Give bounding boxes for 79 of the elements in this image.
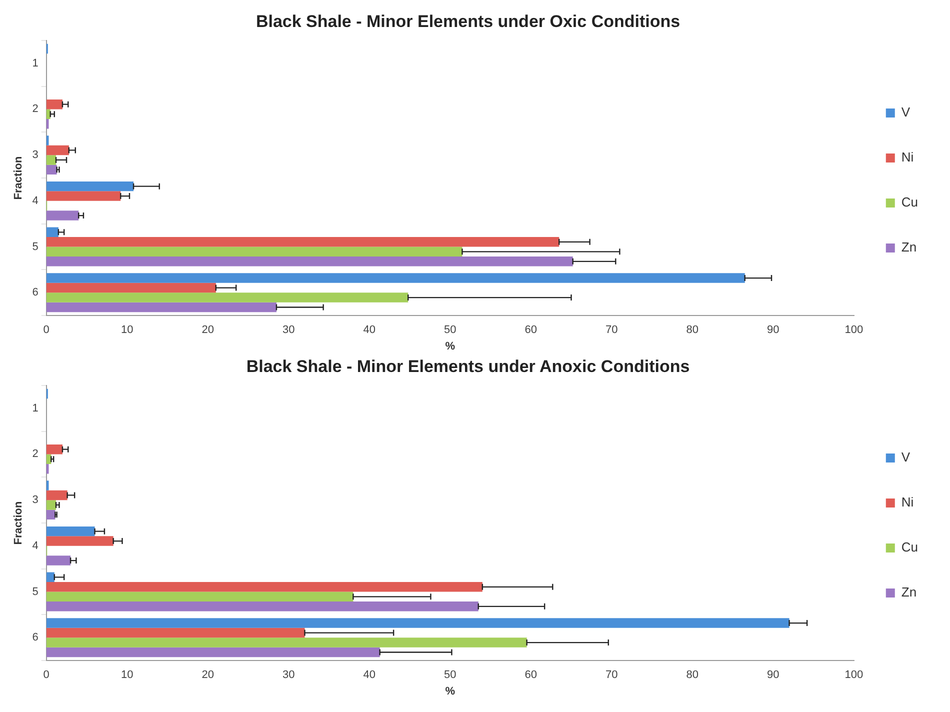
legend-label: Zn	[901, 240, 917, 255]
x-tick-label: 20	[202, 669, 214, 682]
bar	[46, 210, 79, 220]
legend-label: V	[901, 450, 910, 465]
legend-label: Ni	[901, 150, 914, 165]
x-tick-label: 60	[524, 324, 537, 336]
x-tick-label: 10	[120, 324, 134, 336]
bar	[46, 256, 573, 266]
y-tick-label: 6	[32, 632, 38, 644]
x-tick-label: 40	[363, 669, 376, 682]
bar	[46, 246, 462, 257]
bar	[46, 638, 527, 648]
chart-title: Black Shale - Minor Elements under Oxic Conditions	[256, 12, 680, 31]
x-tick-label: 0	[43, 669, 50, 682]
bar	[46, 99, 62, 110]
x-tick-label: 90	[767, 324, 780, 336]
legend-label: Zn	[901, 584, 917, 600]
bar	[46, 536, 114, 546]
bar	[46, 556, 71, 566]
bar	[46, 109, 50, 119]
bar	[46, 510, 56, 520]
y-tick-label: 2	[32, 103, 38, 116]
bar	[46, 164, 57, 175]
x-tick-label: 80	[686, 324, 698, 336]
bar	[46, 273, 745, 283]
x-axis-title: %	[445, 685, 456, 698]
bar	[46, 602, 478, 612]
bar	[46, 444, 62, 454]
bar	[46, 292, 408, 302]
bar	[46, 526, 95, 536]
chart-title: Black Shale - Minor Elements under Anoxic Conditions	[246, 356, 690, 376]
y-tick-label: 5	[32, 586, 38, 598]
x-tick-label: 30	[282, 669, 295, 682]
bar	[46, 237, 560, 247]
bar	[46, 618, 790, 628]
y-tick-label: 2	[32, 448, 38, 460]
bar	[46, 282, 216, 293]
y-tick-label: 4	[32, 540, 38, 552]
y-tick-label: 1	[32, 57, 38, 70]
bar	[46, 582, 482, 592]
bar	[46, 181, 134, 192]
bar	[46, 145, 69, 156]
bar	[46, 500, 56, 510]
legend-label: Ni	[901, 494, 914, 510]
bar	[46, 647, 380, 658]
bar	[46, 191, 121, 201]
legend-label: V	[901, 104, 910, 120]
x-tick-label: 10	[120, 669, 134, 682]
y-axis-title: Fraction	[12, 501, 25, 545]
bar	[46, 155, 56, 165]
bar	[46, 628, 305, 638]
x-tick-label: 40	[363, 324, 376, 336]
x-tick-label: 20	[202, 324, 214, 336]
y-tick-label: 5	[32, 240, 38, 253]
x-tick-label: 90	[767, 669, 780, 682]
legend-label: Cu	[901, 194, 918, 210]
x-tick-label: 80	[686, 669, 698, 682]
y-tick-label: 3	[32, 149, 38, 162]
bar	[46, 302, 276, 312]
bar	[46, 490, 68, 500]
y-tick-label: 1	[32, 402, 38, 414]
x-tick-label: 70	[605, 324, 618, 336]
legend-label: Cu	[901, 540, 918, 555]
y-tick-label: 4	[32, 194, 38, 207]
bar	[46, 572, 54, 582]
x-tick-label: 60	[524, 669, 537, 682]
y-tick-label: 6	[32, 286, 38, 299]
x-tick-label: 50	[444, 669, 456, 682]
x-axis-title: %	[445, 340, 456, 352]
x-tick-label: 100	[844, 669, 864, 682]
bar	[46, 227, 58, 238]
y-axis-title: Fraction	[12, 156, 25, 200]
x-tick-label: 0	[43, 324, 50, 336]
bar	[46, 592, 354, 602]
x-tick-label: 100	[844, 324, 864, 336]
x-tick-label: 30	[282, 324, 295, 336]
x-tick-label: 50	[444, 324, 456, 336]
x-tick-label: 70	[605, 669, 618, 682]
y-tick-label: 3	[32, 494, 38, 506]
